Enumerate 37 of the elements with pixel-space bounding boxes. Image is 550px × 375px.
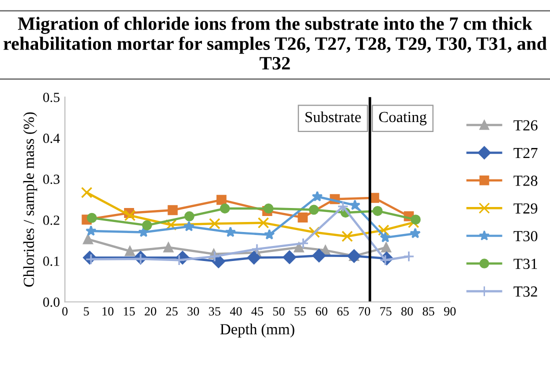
annotation: Coating [379,112,427,126]
x-tick-label: 20 [144,307,156,316]
y-tick-label: 0.2 [43,216,60,225]
y-tick-label: 0.3 [43,174,60,184]
x-tick-label: 70 [358,307,370,316]
x-tick-label: 60 [316,307,328,316]
y-tick-label: 0.0 [43,297,60,307]
x-tick-label: 80 [401,307,413,316]
x-tick-label: 85 [422,307,434,316]
y-tick-label: 0.5 [43,92,60,102]
x-tick-label: 40 [230,307,242,316]
legend-label: T29 [514,203,538,214]
x-tick-label: 25 [166,307,178,316]
x-tick-label: 30 [188,307,200,316]
annotation: Substrate [306,111,361,122]
legend-label: T32 [514,286,538,297]
legend-label: T30 [514,230,538,242]
x-tick-label: 90 [444,307,456,316]
y-tick-label: 0.1 [43,256,60,266]
chart-title: Migration of chloride ions from the substrate into the 7 cm thick rehabilitation mortar for samples T26, T27, T28, T29, T30, T31, and T32 [4,16,547,70]
y-axis-title: Chlorides / sample mass (%) [23,112,38,287]
legend-label: T28 [514,176,538,186]
x-tick-label: 35 [208,307,220,316]
x-tick-label: 15 [124,307,135,316]
x-tick-label: 5 [84,307,89,316]
x-tick-label: 10 [102,307,114,316]
legend-label: T26 [514,120,538,131]
legend-label: T31 [514,258,538,270]
x-tick-label: 55 [294,307,306,316]
x-axis-title: Depth (mm) [220,324,294,338]
x-tick-label: 0 [62,307,68,316]
x-tick-label: 65 [337,307,349,316]
x-tick-label: 75 [380,307,392,316]
y-tick-label: 0.4 [43,134,60,144]
legend-label: T27 [514,148,538,158]
x-tick-label: 50 [273,307,285,316]
x-tick-label: 45 [251,307,264,316]
